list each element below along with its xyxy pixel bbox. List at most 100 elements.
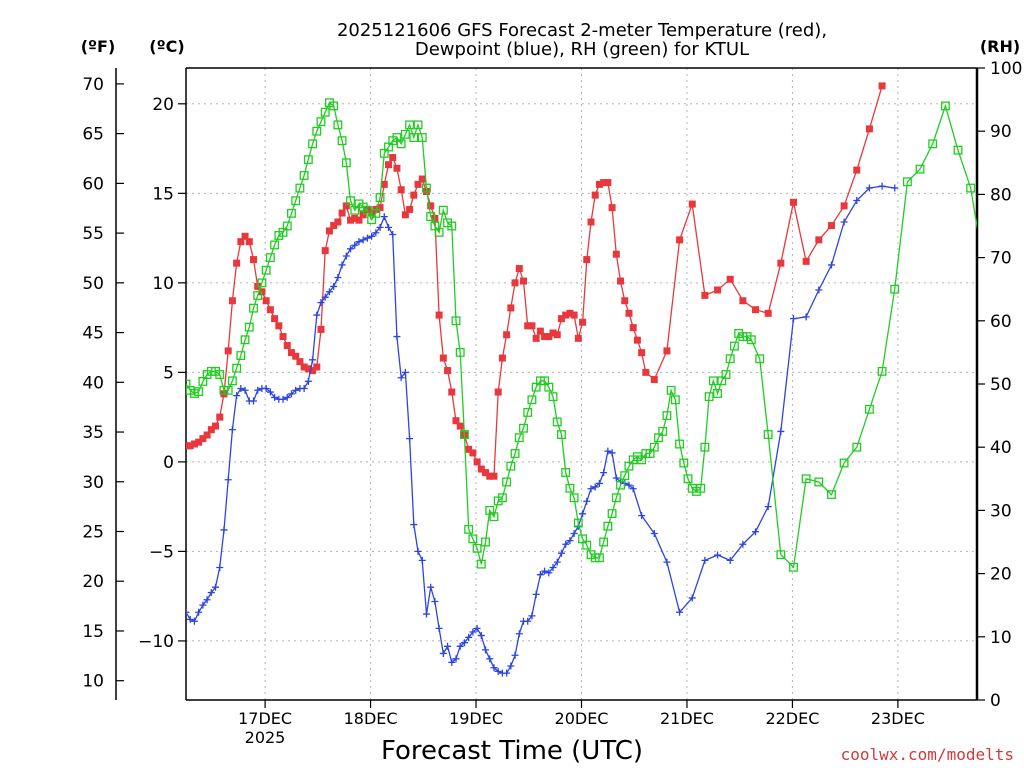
data-point <box>397 374 405 382</box>
data-point <box>452 417 460 425</box>
data-point <box>275 322 283 330</box>
data-point <box>714 551 722 559</box>
data-point <box>422 610 430 618</box>
data-point <box>595 180 603 188</box>
data-point <box>515 265 523 273</box>
data-point <box>566 537 574 545</box>
data-point <box>355 216 363 224</box>
data-point <box>611 493 621 503</box>
data-point <box>570 529 578 537</box>
data-point <box>283 393 291 401</box>
data-point <box>562 311 570 319</box>
data-point <box>729 341 739 351</box>
data-point <box>186 615 194 623</box>
series-area <box>186 82 977 677</box>
data-point <box>287 208 296 218</box>
series-relative-humidity <box>186 98 977 572</box>
data-point <box>342 202 350 210</box>
data-point <box>304 377 312 385</box>
data-point <box>334 273 342 281</box>
data-point <box>405 120 415 130</box>
data-point <box>764 309 772 317</box>
data-point <box>714 286 722 294</box>
data-point <box>536 327 544 335</box>
data-point <box>329 101 339 111</box>
time-tick-label: 19DEC <box>449 709 503 728</box>
data-point <box>548 392 558 402</box>
data-point <box>482 469 490 477</box>
data-point <box>764 503 772 511</box>
data-point <box>579 318 587 326</box>
fahrenheit-tick-label: 40 <box>82 373 104 393</box>
data-point <box>552 417 562 427</box>
data-point <box>815 236 823 244</box>
data-point <box>418 175 426 183</box>
data-point <box>953 145 963 155</box>
data-point <box>371 208 381 218</box>
celsius-tick-label: −5 <box>149 542 174 562</box>
data-point <box>476 559 486 569</box>
data-point <box>362 205 372 215</box>
data-point <box>536 571 544 579</box>
data-point <box>557 549 565 557</box>
chart-title-line2: Dewpoint (blue), RH (green) for KTUL <box>415 39 749 60</box>
data-point <box>296 358 304 366</box>
credit-text: coolwx.com/modelts <box>841 745 1014 764</box>
data-point <box>279 395 287 403</box>
data-point <box>569 493 579 503</box>
data-point <box>413 120 423 130</box>
data-point <box>409 133 419 142</box>
data-point <box>228 426 236 434</box>
celsius-tick-label: 20 <box>152 95 174 115</box>
data-point <box>853 166 861 174</box>
data-point <box>287 349 295 357</box>
data-point <box>240 335 250 345</box>
celsius-tick-label: 10 <box>152 274 174 294</box>
data-point <box>257 278 267 288</box>
data-point <box>438 205 448 215</box>
data-point <box>532 334 540 342</box>
data-point <box>510 449 520 458</box>
data-point <box>528 612 536 620</box>
data-point <box>503 331 511 339</box>
data-point <box>557 430 566 440</box>
data-point <box>434 227 444 237</box>
fahrenheit-tick-label: 20 <box>82 572 104 592</box>
data-point <box>410 521 418 529</box>
rh-tick-label: 100 <box>990 59 1022 79</box>
data-point <box>249 397 257 405</box>
data-point <box>853 196 861 204</box>
data-point <box>321 247 329 255</box>
data-point <box>241 386 249 394</box>
data-point <box>334 218 342 226</box>
data-point <box>553 558 561 566</box>
data-point <box>666 385 676 395</box>
data-point <box>271 393 279 401</box>
data-point <box>549 329 557 337</box>
data-point <box>303 155 313 165</box>
data-point <box>789 315 797 323</box>
data-point <box>190 440 198 448</box>
fahrenheit-tick-label: 45 <box>82 324 104 344</box>
year-label: 2025 <box>245 728 286 747</box>
data-point <box>658 426 668 436</box>
data-point <box>840 218 848 226</box>
fahrenheit-tick-label: 25 <box>82 523 104 543</box>
data-point <box>312 126 322 136</box>
data-point <box>207 426 215 434</box>
data-point <box>212 583 220 591</box>
data-point <box>266 388 274 396</box>
data-point <box>337 136 347 146</box>
data-point <box>587 485 595 493</box>
data-point <box>456 422 464 430</box>
data-point <box>573 518 583 528</box>
data-point <box>928 139 938 149</box>
data-point <box>439 649 447 657</box>
data-point <box>587 218 595 226</box>
data-point <box>532 590 540 598</box>
data-point <box>625 481 633 489</box>
data-point <box>482 646 490 654</box>
data-point <box>726 556 734 564</box>
data-point <box>375 193 385 203</box>
data-point <box>801 474 811 484</box>
